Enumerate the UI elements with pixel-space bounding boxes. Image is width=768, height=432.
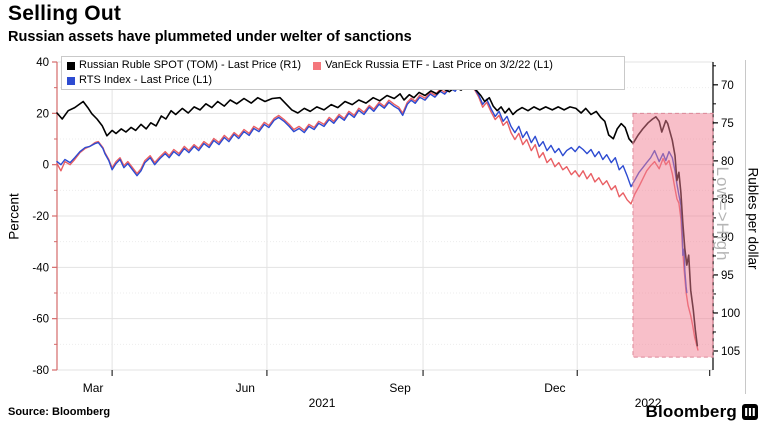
right-axis-tick-label: 100 xyxy=(721,308,740,320)
right-axis-tick-label: 85 xyxy=(721,194,734,206)
series-line xyxy=(56,80,688,294)
x-axis-month-label: Dec xyxy=(544,381,565,395)
left-axis-tick-label: 20 xyxy=(36,108,49,120)
right-axis-tick-label: 70 xyxy=(721,80,734,92)
page-subtitle: Russian assets have plummeted under welt… xyxy=(8,29,412,45)
x-axis-month-label: Mar xyxy=(83,381,104,395)
bloomberg-wordmark: Bloomberg xyxy=(645,402,737,421)
right-axis-tick-label: 90 xyxy=(721,232,734,244)
x-axis-month-label: Sep xyxy=(389,381,411,395)
axis-direction-watermark: Low=>High xyxy=(713,166,732,262)
legend-item: RTS Index - Last Price (L1) xyxy=(67,73,212,88)
x-axis-year-label: 2022 xyxy=(635,396,662,410)
series-line xyxy=(56,84,699,347)
left-axis-tick-label: 0 xyxy=(43,160,49,172)
right-axis-title: Rubles per dollar xyxy=(745,167,761,270)
right-axis-separator xyxy=(745,60,746,394)
page-title: Selling Out xyxy=(8,2,122,25)
legend-swatch-icon xyxy=(313,61,322,70)
source-credit: Source: Bloomberg xyxy=(8,406,111,418)
legend-label: RTS Index - Last Price (L1) xyxy=(79,74,213,86)
series-line xyxy=(56,78,699,351)
left-axis-title: Percent xyxy=(6,193,22,240)
legend-swatch-icon xyxy=(67,76,75,85)
right-axis-tick-label: 75 xyxy=(721,118,734,130)
x-axis-year-label: 2021 xyxy=(309,396,336,410)
legend-swatch-icon xyxy=(67,61,75,70)
left-axis-tick-label: -20 xyxy=(32,211,49,223)
left-axis-tick-label: -60 xyxy=(32,314,49,326)
legend-label: Russian Ruble SPOT (TOM) - Last Price (R… xyxy=(79,59,302,71)
chart-legend: Russian Ruble SPOT (TOM) - Last Price (R… xyxy=(61,56,625,90)
left-axis-tick-label: -80 xyxy=(32,365,49,377)
right-axis-tick-label: 105 xyxy=(721,346,740,358)
bloomberg-brand: Bloomberg xyxy=(645,402,758,422)
bloomberg-logo-icon xyxy=(742,404,758,420)
x-axis-month-label: Jun xyxy=(236,381,255,395)
legend-label: VanEck Russia ETF - Last Price on 3/2/22… xyxy=(325,59,553,71)
right-axis-tick-label: 80 xyxy=(721,156,734,168)
right-axis-tick-label: 95 xyxy=(721,270,734,282)
highlight-region xyxy=(632,112,714,358)
left-axis-tick-label: -40 xyxy=(32,262,49,274)
left-axis-tick-label: 40 xyxy=(36,57,49,69)
legend-item: VanEck Russia ETF - Last Price on 3/2/22… xyxy=(313,58,553,73)
legend-item: Russian Ruble SPOT (TOM) - Last Price (R… xyxy=(67,58,301,73)
